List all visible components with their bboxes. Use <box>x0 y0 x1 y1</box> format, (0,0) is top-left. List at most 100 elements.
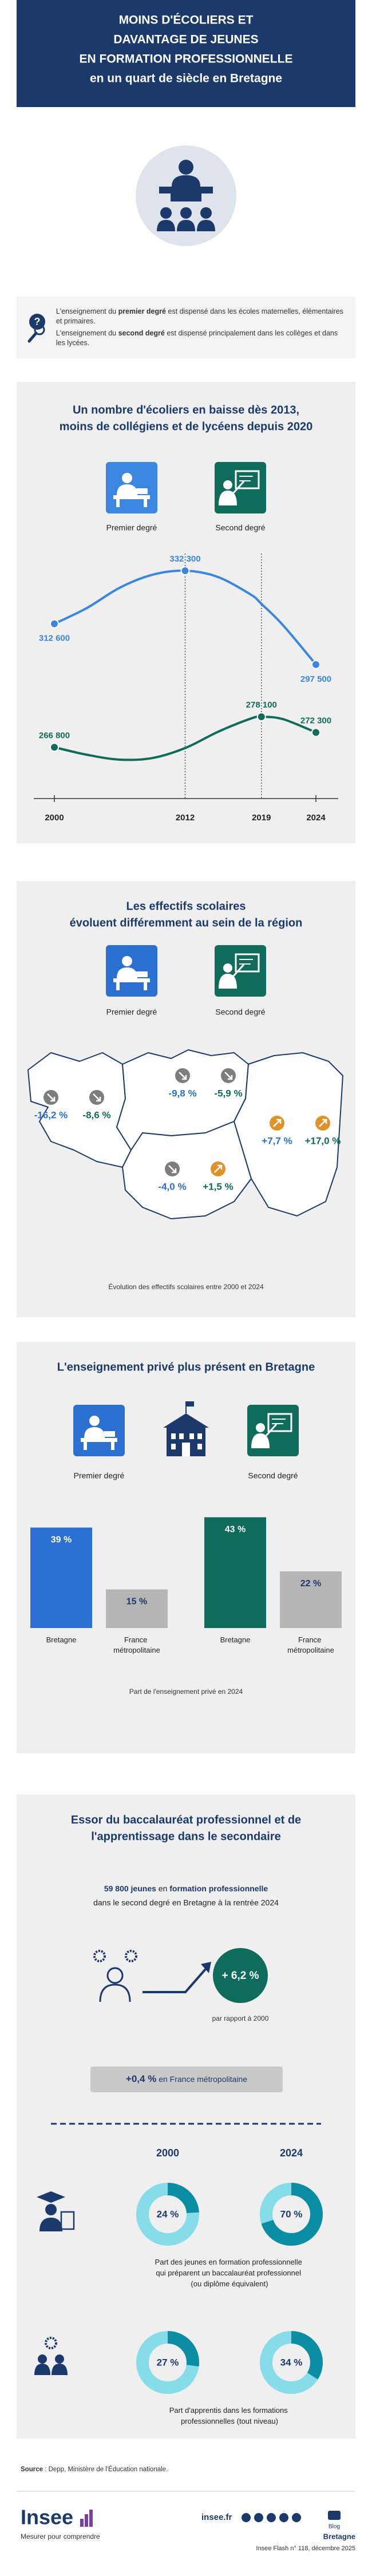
donut-label: 27 % <box>157 2357 179 2368</box>
data-label: +17,0 % <box>305 1135 341 1146</box>
icon-part <box>116 499 120 507</box>
bar <box>30 1527 92 1628</box>
data-label: 22 % <box>300 1579 321 1589</box>
card-title: Les effectifs scolaires <box>126 900 246 912</box>
card-title: L'enseignement privé plus présent en Bre… <box>57 1361 315 1373</box>
illustration <box>159 187 213 193</box>
point <box>311 728 320 737</box>
illustration <box>157 220 175 231</box>
icon-lens <box>34 324 45 335</box>
text-line: Part d'apprentis dans les formations <box>169 2406 290 2415</box>
legend-label: Premier degré <box>106 523 157 532</box>
icon-part <box>89 1416 100 1426</box>
intro-text: L'enseignement du premier degré est disp… <box>56 305 346 350</box>
illustration <box>125 1950 137 1962</box>
school-door <box>182 1443 190 1456</box>
row-icon <box>60 2211 75 2230</box>
school-window <box>179 1433 184 1439</box>
logo-bar <box>89 2510 93 2527</box>
icon-part <box>136 488 148 494</box>
illustration <box>200 207 212 219</box>
data-label: 312 600 <box>39 634 70 643</box>
donut-label: 24 % <box>157 2208 179 2219</box>
card-bg <box>17 1795 355 2439</box>
source-text: : Depp, Ministère de l'Éducation nationa… <box>43 2466 168 2473</box>
text-line: France <box>124 1635 149 1644</box>
text-bold: second degré <box>118 329 165 337</box>
card: Essor du baccalauréat professionnel et d… <box>17 1795 355 2439</box>
comparison-value: +0,4 % <box>126 2073 156 2084</box>
point <box>311 659 320 669</box>
data-label: 266 800 <box>39 730 70 740</box>
text-line: Bretagne <box>46 1635 77 1644</box>
card: L'enseignement privé plus présent en Bre… <box>17 1342 355 1753</box>
growth-arrow <box>143 1968 207 1993</box>
category-label: Bretagne <box>220 1635 251 1644</box>
growth-badge <box>213 1948 268 2003</box>
category-label: France métropolitaine <box>287 1635 334 1654</box>
text-line: Part des jeunes en formation professionn… <box>155 2258 304 2266</box>
legend-label: Second degré <box>215 1008 265 1017</box>
donut-arc <box>260 2183 323 2246</box>
caption: Évolution des effectifs scolaires entre … <box>108 1282 264 1291</box>
card-title: moins de collégiens et de lycéens depuis… <box>60 420 312 433</box>
point <box>50 619 59 629</box>
icon-part <box>144 499 147 507</box>
header-title: MOINS D'ÉCOLIERS ET <box>119 14 254 27</box>
icon-part <box>267 1413 292 1432</box>
headline-part: 59 800 jeunes <box>104 1884 156 1893</box>
icon-part <box>265 1423 278 1437</box>
icon-part <box>104 1431 115 1437</box>
icon-part <box>232 963 245 977</box>
icon-part <box>144 982 147 990</box>
icon-part <box>223 480 232 489</box>
illustration <box>180 207 192 219</box>
logo-bar <box>80 2519 84 2527</box>
social-icon <box>267 2513 276 2522</box>
line-series <box>54 569 317 666</box>
data-label: -16,2 % <box>34 1109 68 1120</box>
social-icon <box>292 2513 301 2522</box>
illustration <box>197 220 215 231</box>
group-label: Premier degré <box>74 1471 125 1480</box>
arrow-glyph <box>47 1093 56 1102</box>
footer-tagline: Mesurer pour comprendre <box>21 2532 100 2541</box>
data-label: -9,8 % <box>168 1088 196 1099</box>
arrow-glyph <box>224 1072 233 1080</box>
school-icon <box>186 1401 194 1406</box>
bar <box>106 1589 168 1628</box>
card-title: Un nombre d'écoliers en baisse dès 2013, <box>73 404 299 416</box>
row-caption: Part d'apprentis dans les formations pro… <box>169 2406 290 2425</box>
data-label: 39 % <box>51 1535 72 1545</box>
x-tick-label: 2024 <box>306 813 326 823</box>
icon-part <box>113 495 150 499</box>
icon-part <box>84 1427 105 1438</box>
school-window <box>189 1433 194 1439</box>
icon-part <box>223 963 232 973</box>
data-label: +1,5 % <box>203 1181 233 1192</box>
point <box>256 712 266 722</box>
growth-arrow <box>201 1962 211 1973</box>
header-box <box>17 0 355 107</box>
intro-line: L'enseignement du premier degré est disp… <box>56 307 346 326</box>
growth-note: par rapport à 2000 <box>212 2014 269 2022</box>
card: Un nombre d'écoliers en baisse dès 2013,… <box>17 382 355 843</box>
icon-part <box>117 967 137 978</box>
donut-label: 70 % <box>280 2208 303 2219</box>
school-window <box>197 1444 202 1449</box>
illustration <box>171 193 201 202</box>
blog-icon <box>328 2511 341 2520</box>
data-label: -8,6 % <box>82 1109 110 1120</box>
headline: 59 800 jeunes en formation professionnel… <box>104 1884 268 1893</box>
row-icon <box>52 2364 68 2375</box>
column-label: 2024 <box>280 2147 303 2159</box>
text-line: professionnelles (tout niveau) <box>181 2417 278 2425</box>
department <box>234 1052 343 1216</box>
footer-region: Bretagne <box>323 2532 355 2541</box>
text-line: Bretagne <box>220 1635 251 1644</box>
headline-part: formation professionnelle <box>169 1884 268 1893</box>
bar <box>204 1517 266 1628</box>
